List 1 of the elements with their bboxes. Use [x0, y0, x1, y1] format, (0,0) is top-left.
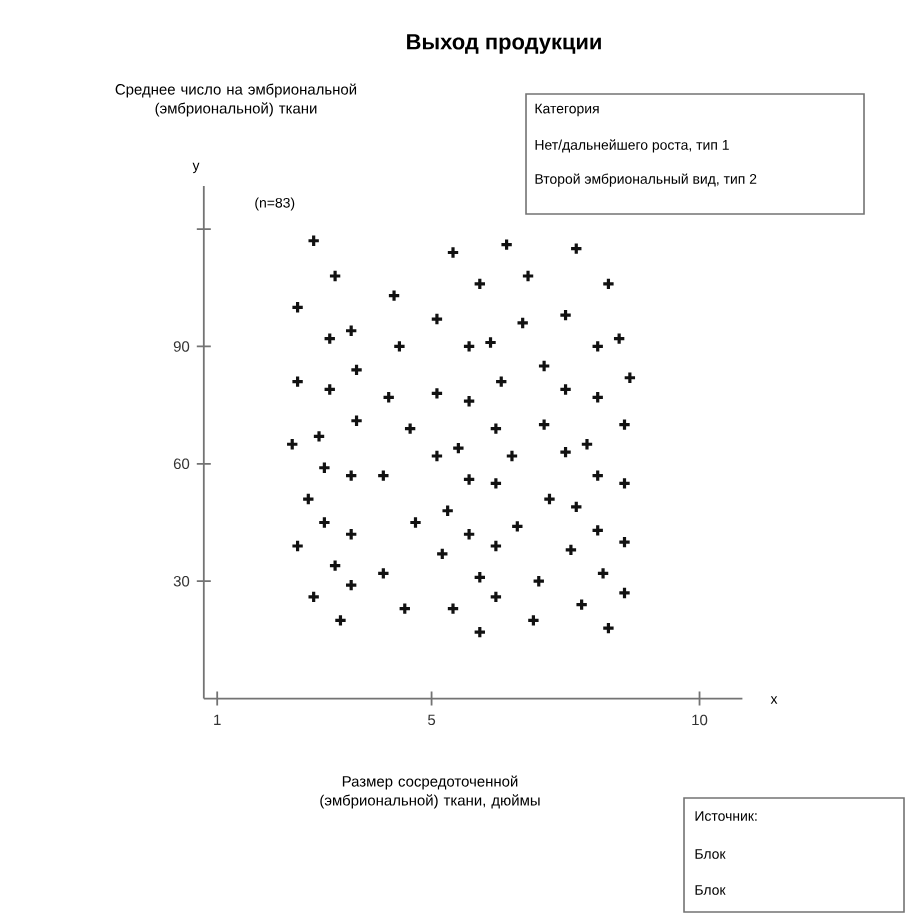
chart-title: Выход продукции — [407, 34, 601, 54]
